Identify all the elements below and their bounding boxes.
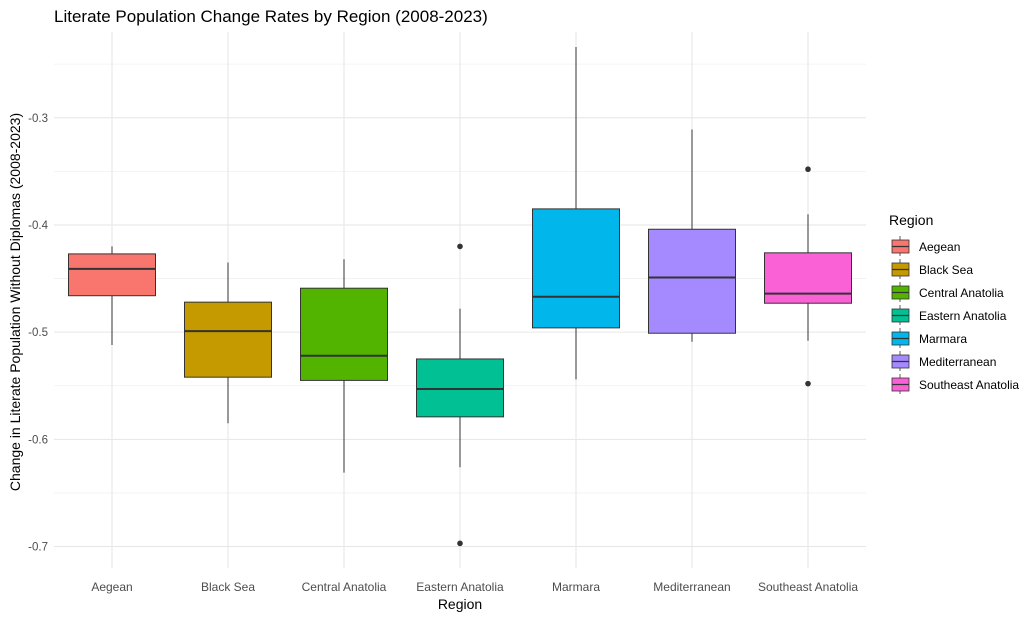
legend-label: Marmara bbox=[919, 332, 967, 346]
chart-title: Literate Population Change Rates by Regi… bbox=[54, 7, 488, 26]
x-tick-label: Southeast Anatolia bbox=[758, 580, 858, 594]
x-tick-label: Central Anatolia bbox=[302, 580, 387, 594]
x-tick-label: Black Sea bbox=[201, 580, 255, 594]
x-axis-label: Region bbox=[438, 596, 482, 612]
y-tick-label: -0.6 bbox=[28, 434, 48, 446]
outlier-point bbox=[457, 243, 463, 250]
legend-label: Aegean bbox=[919, 240, 960, 254]
box bbox=[648, 228, 736, 334]
box-group bbox=[184, 262, 272, 424]
x-tick-label: Eastern Anatolia bbox=[416, 580, 504, 594]
legend-label: Southeast Anatolia bbox=[919, 378, 1019, 392]
legend-item: Aegean bbox=[891, 236, 960, 256]
outlier-point bbox=[805, 380, 811, 387]
legend-title: Region bbox=[889, 212, 933, 228]
legend-item: Black Sea bbox=[891, 259, 973, 279]
y-tick-label: -0.3 bbox=[28, 113, 48, 125]
legend-label: Mediterranean bbox=[919, 355, 996, 369]
y-axis-label: Change in Literate Population Without Di… bbox=[7, 113, 23, 491]
x-axis: Aegean Black Sea Central Anatolia Eastern A… bbox=[91, 580, 858, 594]
box-group bbox=[648, 129, 736, 342]
box-group bbox=[532, 47, 620, 380]
grid-lines bbox=[54, 32, 866, 568]
y-tick-label: -0.5 bbox=[28, 327, 48, 339]
legend-item: Mediterranean bbox=[891, 351, 996, 371]
box-group bbox=[68, 246, 156, 346]
box bbox=[416, 358, 504, 418]
x-tick-label: Marmara bbox=[552, 580, 600, 594]
box-group bbox=[416, 243, 504, 547]
legend-label: Central Anatolia bbox=[919, 286, 1004, 300]
outlier-point bbox=[805, 166, 811, 173]
box bbox=[184, 301, 272, 378]
box bbox=[764, 252, 852, 304]
y-tick-label: -0.7 bbox=[28, 542, 48, 554]
legend-item: Central Anatolia bbox=[891, 282, 1004, 302]
legend-item: Marmara bbox=[891, 328, 967, 348]
legend: Region Aegean Black Sea Central Anatolia Ea… bbox=[889, 212, 1019, 394]
legend-label: Black Sea bbox=[919, 263, 973, 277]
x-tick-label: Aegean bbox=[91, 580, 132, 594]
box bbox=[532, 208, 620, 329]
box bbox=[300, 287, 388, 381]
legend-item: Eastern Anatolia bbox=[891, 305, 1007, 325]
legend-label: Eastern Anatolia bbox=[919, 309, 1007, 323]
x-tick-label: Mediterranean bbox=[653, 580, 730, 594]
outlier-point bbox=[457, 540, 463, 547]
box-series bbox=[68, 47, 852, 547]
y-tick-label: -0.4 bbox=[28, 220, 48, 232]
box-group bbox=[764, 166, 852, 387]
y-axis: -0.7 -0.6 -0.5 -0.4 -0.3 bbox=[28, 113, 48, 554]
box bbox=[68, 253, 156, 297]
box-group bbox=[300, 259, 388, 473]
legend-item: Southeast Anatolia bbox=[891, 374, 1019, 394]
